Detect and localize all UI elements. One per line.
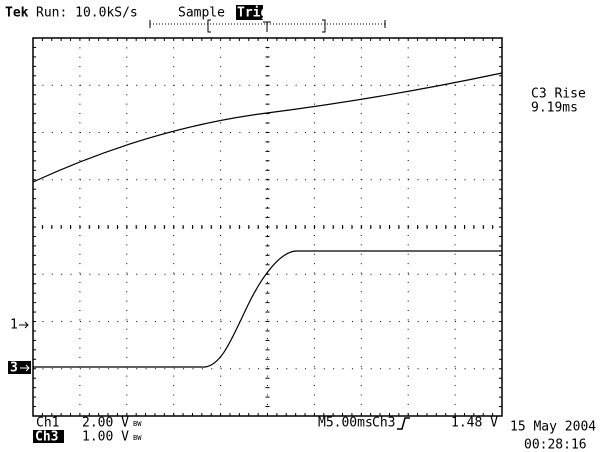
ch3-trace bbox=[33, 250, 502, 368]
ch1-arrow bbox=[19, 321, 29, 329]
ch3-name-box bbox=[33, 430, 64, 443]
record-bracket bbox=[149, 19, 386, 33]
ch3-name: Ch3 bbox=[35, 430, 58, 445]
ch1-trace bbox=[32, 72, 503, 183]
ch3-scale: 1.00 V bbox=[82, 430, 129, 445]
brand: Tek bbox=[5, 6, 29, 21]
trigger-level: 1.48 V bbox=[451, 416, 498, 431]
ch1-marker: 1 bbox=[10, 318, 18, 333]
trigger-source: Ch3 bbox=[372, 416, 395, 431]
acq-mode: Sample bbox=[178, 6, 225, 21]
ch3-marker-box bbox=[8, 361, 31, 374]
ch1-scale: 2.00 V bbox=[82, 416, 129, 431]
ch3-bw: BW bbox=[133, 434, 142, 442]
graticule bbox=[32, 37, 503, 417]
ch3-marker: 3 bbox=[10, 361, 18, 376]
trigger-slope bbox=[397, 417, 410, 430]
timebase: M5.00ms bbox=[318, 416, 373, 431]
trig-status: Trig? bbox=[237, 6, 276, 21]
ch3-arrow bbox=[20, 364, 30, 372]
ch1-bw: BW bbox=[133, 420, 142, 428]
measurement-value: 9.19ms bbox=[531, 101, 578, 116]
measurement-label: C3 Rise bbox=[531, 87, 586, 102]
trig-box bbox=[236, 5, 263, 20]
date: 15 May 2004 bbox=[510, 420, 596, 435]
run-rate: Run: 10.0kS/s bbox=[36, 6, 138, 21]
time: 00:28:16 bbox=[524, 438, 587, 452]
ch1-name: Ch1 bbox=[36, 416, 59, 431]
